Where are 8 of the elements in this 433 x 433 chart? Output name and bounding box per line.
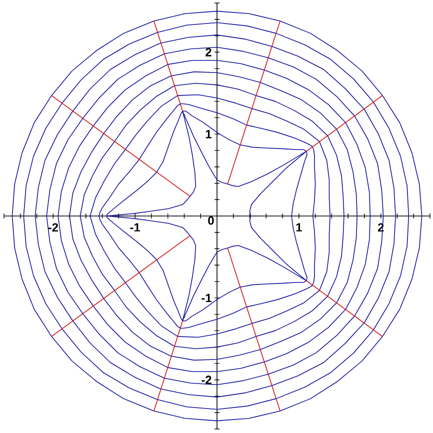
- y-tick-label: -2: [202, 376, 212, 384]
- y-tick-label: 0: [208, 216, 214, 225]
- y-tick-label: 2: [206, 48, 212, 56]
- x-tick-label: -1: [130, 223, 140, 232]
- y-tick-label: -1: [202, 294, 212, 302]
- y-tick-label: 1: [206, 130, 212, 138]
- x-tick-label: -2: [48, 223, 58, 232]
- x-tick-label: 1: [296, 223, 302, 232]
